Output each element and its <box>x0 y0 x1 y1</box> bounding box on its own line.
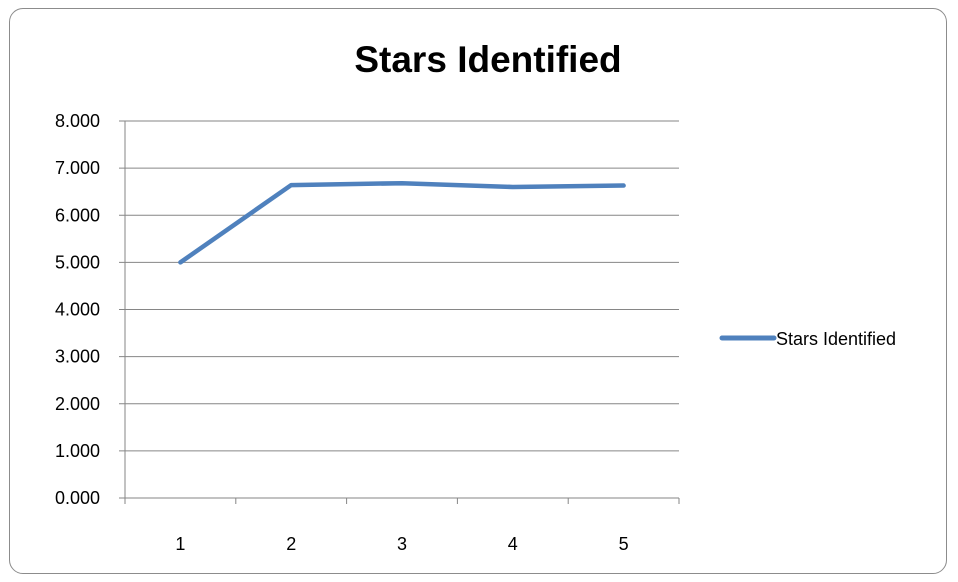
y-tick-label: 1.000 <box>55 441 100 461</box>
y-tick-label: 6.000 <box>55 205 100 225</box>
y-axis-tick-labels: 0.000 1.000 2.000 3.000 4.000 5.000 6.000 7.000… <box>55 111 100 508</box>
legend: Stars Identified <box>719 329 896 349</box>
x-axis-tick-labels: 1 2 3 4 5 <box>175 534 628 554</box>
x-tick-label: 2 <box>286 534 296 554</box>
legend-label-stars-identified: Stars Identified <box>776 329 896 349</box>
y-tick-label: 3.000 <box>55 347 100 367</box>
y-tick-label: 2.000 <box>55 394 100 414</box>
x-tick-label: 3 <box>397 534 407 554</box>
chart-title: Stars Identified <box>354 39 621 80</box>
y-tick-label: 8.000 <box>55 111 100 131</box>
x-tick-label: 5 <box>619 534 629 554</box>
y-tick-label: 7.000 <box>55 158 100 178</box>
axes <box>124 121 680 504</box>
y-tick-label: 5.000 <box>55 252 100 272</box>
chart-frame <box>9 8 947 574</box>
series-line-stars-identified <box>178 180 626 265</box>
x-tick-label: 1 <box>175 534 185 554</box>
gridlines <box>119 120 679 499</box>
y-tick-label: 0.000 <box>55 488 100 508</box>
y-tick-label: 4.000 <box>55 300 100 320</box>
series-layer <box>178 180 626 265</box>
x-tick-label: 4 <box>508 534 518 554</box>
